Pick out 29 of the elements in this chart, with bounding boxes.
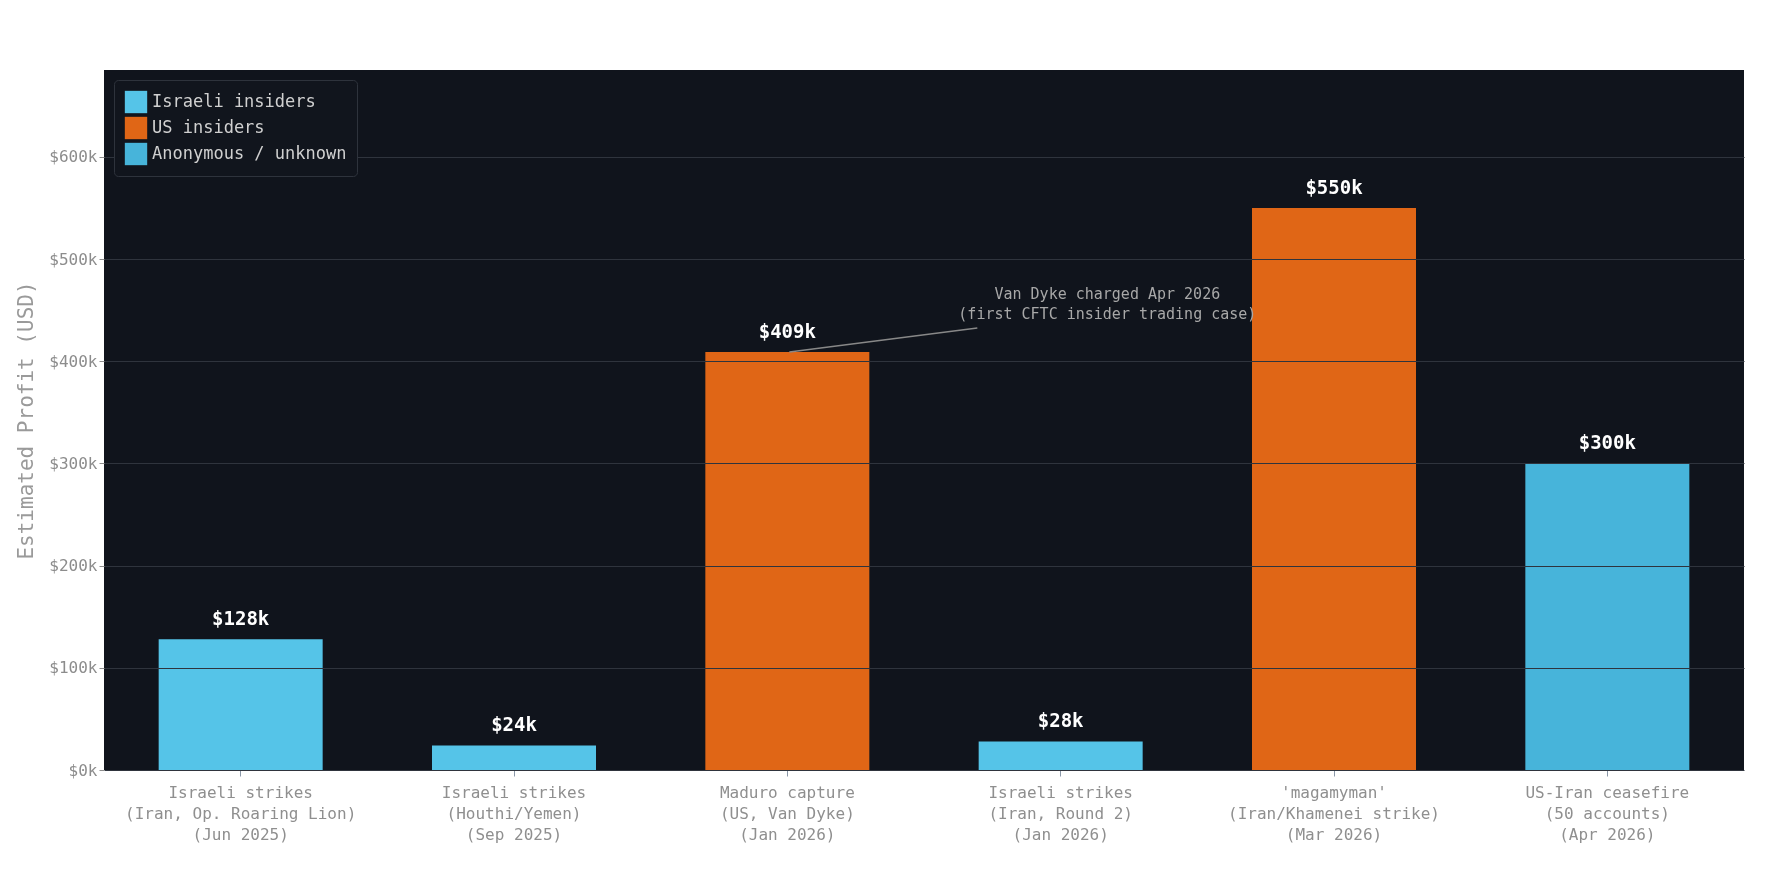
y-tick-label: $300k: [49, 453, 98, 473]
x-tick-label: 'magamyman' (Iran/Khamenei strike) (Mar 2026): [1228, 782, 1440, 844]
y-tick-label: $600k: [49, 147, 98, 167]
y-tick-label: $200k: [49, 556, 98, 576]
bar: [158, 639, 323, 770]
legend-label: Israeli insiders: [152, 91, 316, 111]
x-tick-label: Israeli strikes (Houthi/Yemen) (Sep 2025): [441, 782, 587, 844]
y-tick-label: $100k: [49, 658, 98, 678]
y-tick-label: $400k: [49, 351, 98, 371]
legend-label: Anonymous / unknown: [152, 143, 347, 163]
x-tick-label: Israeli strikes (Iran, Round 2) (Jan 2026): [988, 782, 1133, 844]
bar: [978, 741, 1143, 770]
y-tick-label: $500k: [49, 249, 98, 269]
x-tick-label: Israeli strikes (Iran, Op. Roaring Lion) (Jun 2025): [125, 782, 357, 844]
x-tick-label: Maduro capture (US, Van Dyke) (Jan 2026): [719, 782, 855, 844]
y-axis-title: Estimated Profit (USD): [14, 281, 39, 560]
bar: [705, 352, 870, 770]
y-tick-label: $0k: [68, 760, 98, 780]
bar: [432, 745, 596, 770]
data-label: $409k: [758, 320, 817, 343]
legend-label: US insiders: [152, 117, 265, 137]
bar: [1252, 207, 1416, 770]
data-label: $28k: [1037, 709, 1085, 732]
data-label: $300k: [1578, 431, 1637, 454]
data-label: $24k: [491, 713, 538, 736]
data-label: $550k: [1305, 175, 1364, 198]
bar: [1525, 463, 1690, 770]
data-label: $128k: [212, 607, 270, 630]
x-tick-label: US-Iran ceasefire (50 accounts) (Apr 2026): [1525, 782, 1690, 844]
